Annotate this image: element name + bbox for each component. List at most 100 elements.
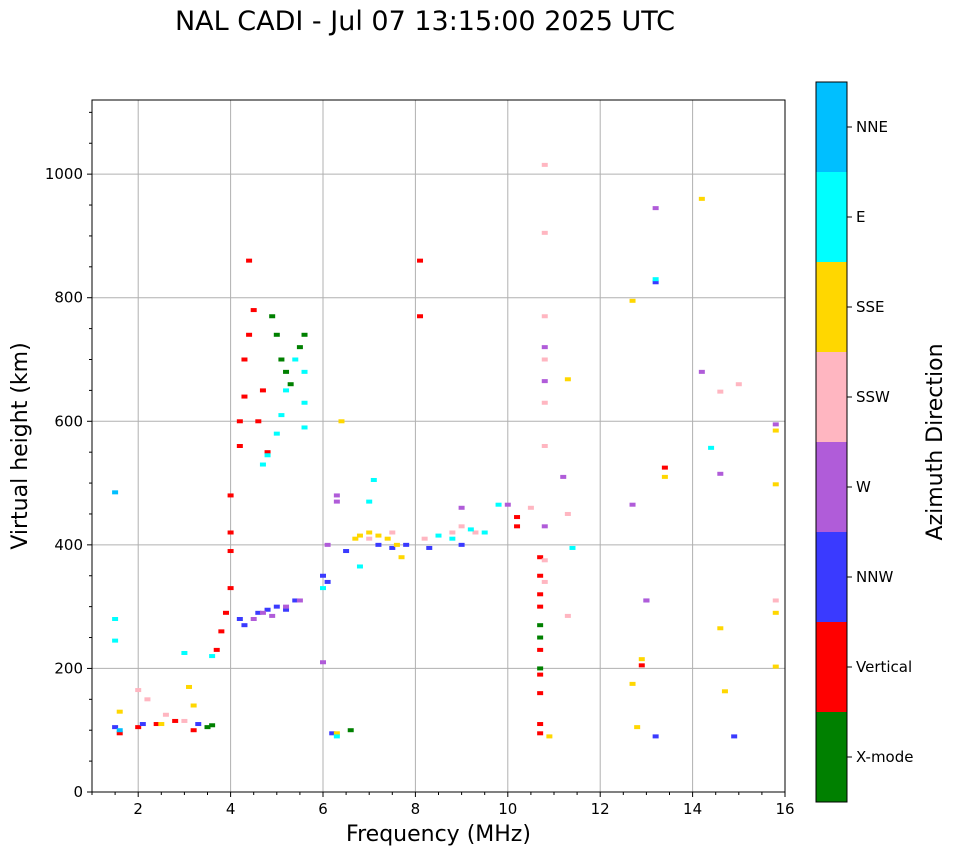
data-point	[209, 723, 216, 728]
data-point	[569, 545, 576, 550]
data-point	[241, 623, 248, 628]
data-point	[301, 400, 308, 405]
data-point	[458, 505, 465, 510]
data-point	[731, 734, 738, 739]
data-point	[541, 400, 548, 405]
data-point	[661, 465, 668, 470]
grid-lines	[92, 100, 786, 793]
data-point	[112, 725, 119, 730]
data-point	[236, 419, 243, 424]
data-point	[449, 530, 456, 535]
y-tick-label: 0	[73, 783, 83, 801]
data-point	[527, 505, 534, 510]
y-tick-label: 200	[54, 659, 83, 677]
data-point	[514, 515, 521, 520]
chart-title: NAL CADI - Jul 07 13:15:00 2025 UTC	[174, 6, 676, 37]
data-point	[652, 206, 659, 211]
data-point	[181, 650, 188, 655]
data-point	[273, 332, 280, 337]
data-point	[250, 308, 257, 313]
colorbar-tick-label: E	[856, 208, 865, 226]
data-point	[264, 450, 271, 455]
data-point	[629, 502, 636, 507]
colorbar-label: Azimuth Direction	[923, 343, 948, 540]
x-axis-ticks: 2 4 6 8 10 12 14 16	[91, 792, 795, 818]
data-point	[435, 533, 442, 538]
colorbar-frame	[815, 81, 848, 803]
x-tick-label: 14	[683, 800, 702, 818]
series-vertical	[116, 258, 668, 736]
data-point	[264, 453, 271, 458]
series-w	[250, 206, 779, 665]
data-point	[338, 419, 345, 424]
x-tick-label: 16	[775, 800, 794, 818]
data-point	[112, 617, 119, 621]
data-point	[772, 422, 779, 427]
data-point	[541, 162, 548, 167]
data-point	[283, 369, 290, 374]
data-point	[301, 369, 308, 374]
data-point	[139, 722, 146, 727]
data-point	[504, 502, 511, 507]
data-point	[772, 428, 779, 433]
data-point	[246, 258, 253, 263]
data-point	[421, 536, 428, 541]
data-point	[417, 258, 424, 263]
data-point	[209, 654, 216, 659]
data-point	[541, 579, 548, 584]
data-point	[717, 389, 724, 394]
y-tick-label: 800	[54, 289, 83, 307]
data-point	[537, 731, 544, 736]
data-point	[153, 722, 160, 727]
data-point	[227, 493, 234, 498]
data-point	[283, 604, 290, 609]
data-point	[458, 524, 465, 529]
x-axis-label: Frequency (MHz)	[346, 822, 531, 847]
data-point	[296, 598, 303, 603]
data-point	[389, 545, 396, 550]
data-point	[652, 280, 659, 285]
colorbar-tick-label: SSW	[856, 388, 890, 406]
series-sse	[116, 196, 779, 739]
data-point	[541, 314, 548, 319]
data-point	[537, 672, 544, 677]
data-point	[537, 691, 544, 696]
data-point	[269, 613, 276, 618]
data-point	[708, 445, 715, 450]
data-point	[356, 533, 363, 538]
x-tick-label: 10	[498, 800, 517, 818]
data-point	[250, 617, 257, 621]
data-point	[278, 413, 285, 418]
colorbar-tick-label: NNE	[856, 118, 888, 136]
colorbar-swatch	[816, 532, 847, 622]
colorbar-tick-label: X-mode	[856, 748, 913, 766]
data-point	[629, 681, 636, 686]
data-point	[375, 542, 382, 547]
data-point	[296, 345, 303, 350]
data-point	[564, 377, 571, 382]
data-point	[333, 731, 340, 736]
data-point	[398, 555, 405, 560]
data-point	[384, 536, 391, 541]
data-point	[449, 536, 456, 541]
series-nnw	[112, 280, 738, 739]
data-point	[135, 725, 142, 730]
data-point	[370, 477, 377, 482]
data-point	[190, 728, 197, 733]
series-x-mode	[204, 314, 544, 733]
data-point	[541, 444, 548, 448]
data-point	[481, 530, 488, 535]
data-point	[458, 542, 465, 547]
data-point	[467, 527, 474, 532]
data-point	[172, 718, 179, 723]
data-point	[259, 388, 266, 393]
data-point	[721, 689, 728, 694]
data-point	[236, 444, 243, 448]
data-point	[634, 725, 641, 730]
data-point	[564, 511, 571, 516]
data-point	[514, 524, 521, 529]
data-point	[537, 573, 544, 578]
data-point	[537, 623, 544, 628]
data-point	[541, 345, 548, 350]
colorbar-swatch	[816, 82, 847, 172]
